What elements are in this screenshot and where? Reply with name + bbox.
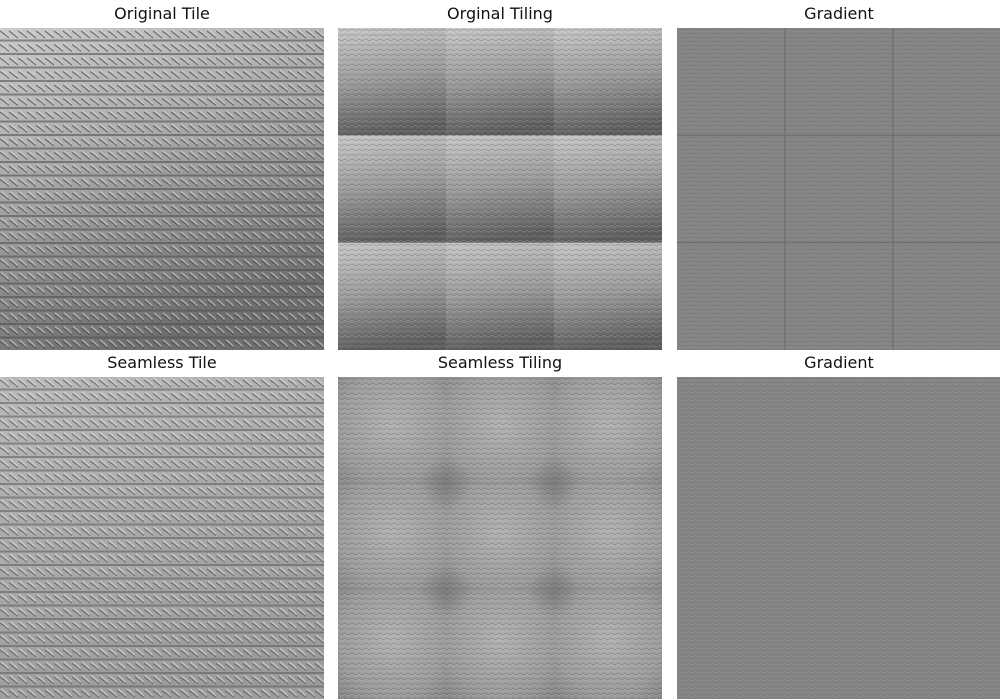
panel-original-tiling: Orginal Tiling	[338, 0, 662, 350]
panel-title: Original Tile	[114, 4, 210, 23]
tiled-texture-image	[338, 28, 662, 350]
gradient-map-image	[677, 28, 1000, 350]
panel-title: Orginal Tiling	[447, 4, 553, 23]
knit-texture-image	[0, 377, 324, 699]
tiled-texture-image	[338, 377, 662, 699]
panel-original-tile: Original Tile	[0, 0, 324, 350]
panel-title: Gradient	[804, 4, 874, 23]
panel-title: Seamless Tiling	[437, 353, 563, 372]
panel-seamless-tiling: Seamless Tiling	[338, 349, 662, 699]
knit-texture-image	[0, 28, 324, 350]
panel-seamless-tile: Seamless Tile	[0, 349, 324, 699]
panel-title: Gradient	[804, 353, 874, 372]
panel-seamless-gradient: Gradient	[677, 349, 1000, 699]
panel-title: Seamless Tile	[107, 353, 217, 372]
gradient-map-image	[677, 377, 1000, 699]
panel-original-gradient: Gradient	[677, 0, 1000, 350]
